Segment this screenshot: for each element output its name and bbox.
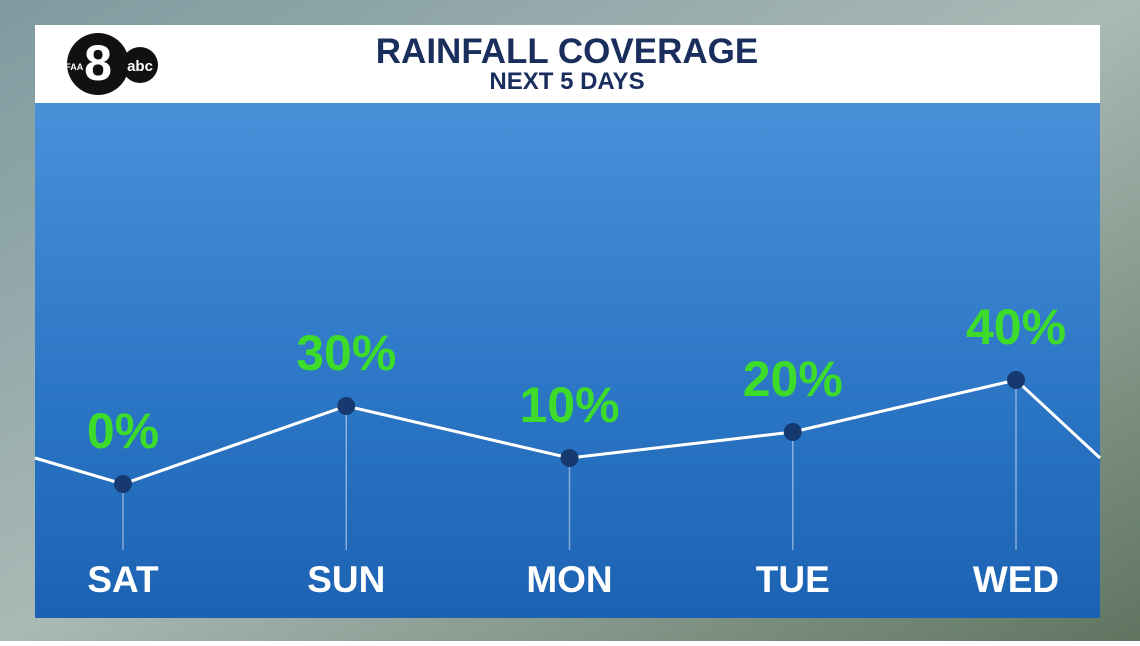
x-tick-label: WED xyxy=(973,559,1059,600)
chart-panel xyxy=(35,103,1100,618)
line-lead-in xyxy=(34,456,124,486)
logo-circle xyxy=(67,33,129,95)
chart-title: RAINFALL COVERAGE xyxy=(376,32,758,71)
chart-subtitle: NEXT 5 DAYS xyxy=(489,68,644,95)
value-label: 40% xyxy=(966,299,1066,355)
logo-network-circle xyxy=(122,47,158,83)
line-lead-out xyxy=(1014,378,1102,460)
logo-station: WFAA xyxy=(57,62,84,72)
x-tick-label: SUN xyxy=(307,559,385,600)
value-label: 20% xyxy=(743,351,843,407)
point xyxy=(114,475,132,493)
header xyxy=(35,25,1100,103)
x-tick-label: MON xyxy=(526,559,612,600)
logo-channel: 8 xyxy=(84,35,112,91)
x-tick-label: SAT xyxy=(87,559,159,600)
point xyxy=(1007,371,1025,389)
x-tick-label: TUE xyxy=(756,559,830,600)
point xyxy=(337,397,356,415)
point xyxy=(783,423,802,441)
value-label: 0% xyxy=(87,403,159,459)
value-label: 30% xyxy=(296,325,396,381)
logo: 8 WFAA abc xyxy=(57,33,158,95)
value-label: 10% xyxy=(519,377,619,433)
point xyxy=(560,449,579,467)
logo-network: abc xyxy=(127,58,153,75)
